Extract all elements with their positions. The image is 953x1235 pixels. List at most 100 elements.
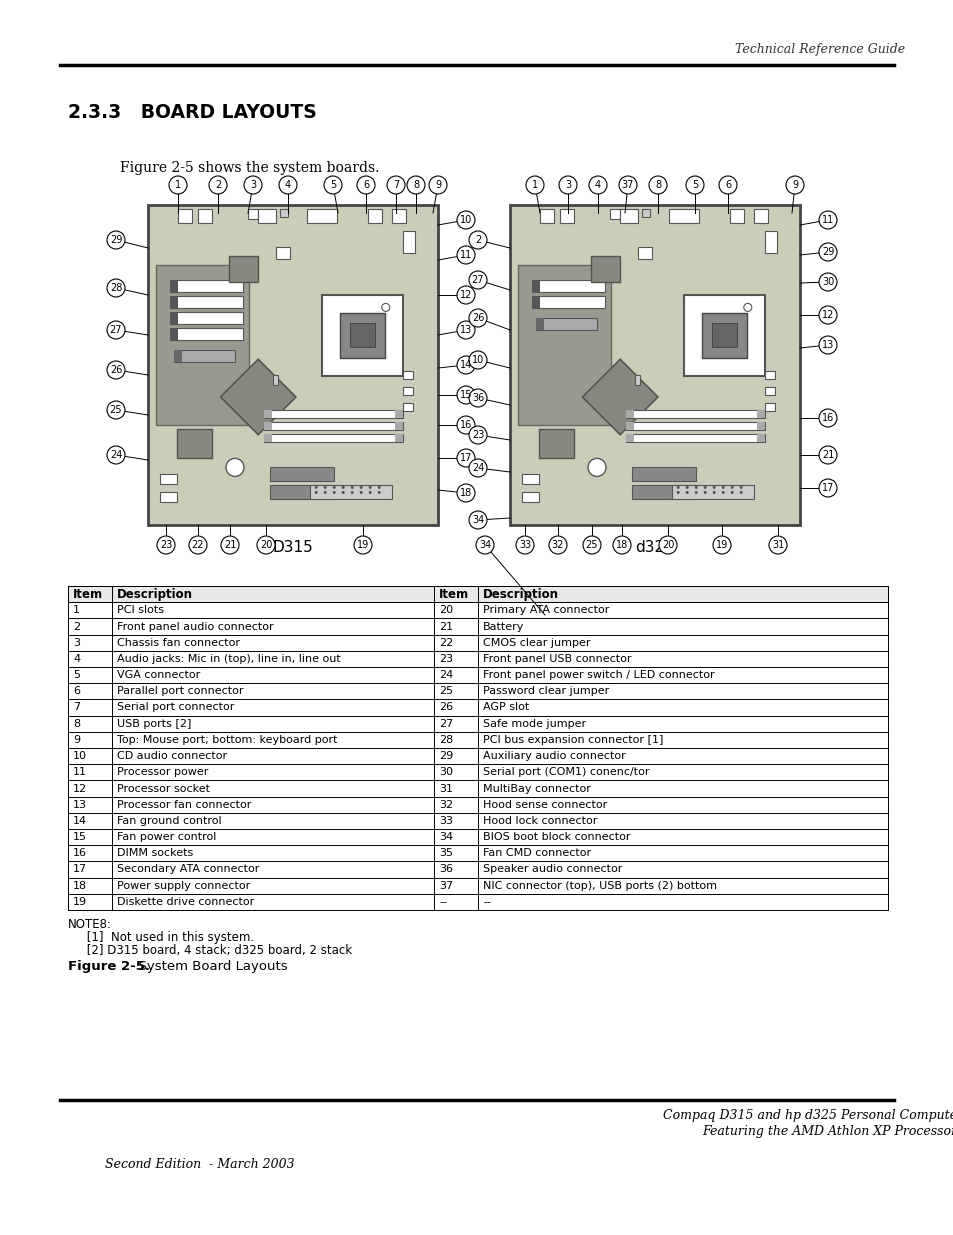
Text: 35: 35 <box>438 848 453 858</box>
Bar <box>625 433 764 442</box>
Circle shape <box>469 231 486 249</box>
Text: 3: 3 <box>73 637 80 647</box>
Text: 22: 22 <box>192 540 204 550</box>
Text: 24: 24 <box>438 671 453 680</box>
Circle shape <box>818 336 836 354</box>
Circle shape <box>818 273 836 291</box>
Bar <box>764 388 775 395</box>
Text: Item: Item <box>438 588 469 600</box>
Text: Auxiliary audio connector: Auxiliary audio connector <box>482 751 625 761</box>
Bar <box>753 209 767 224</box>
Text: Speaker audio connector: Speaker audio connector <box>482 864 621 874</box>
Text: [2] D315 board, 4 stack; d325 board, 2 stack: [2] D315 board, 4 stack; d325 board, 2 s… <box>68 944 352 957</box>
Circle shape <box>720 490 724 494</box>
Text: 19: 19 <box>715 540 727 550</box>
Circle shape <box>587 458 605 477</box>
Circle shape <box>720 485 724 489</box>
Text: Second Edition  - March 2003: Second Edition - March 2003 <box>105 1158 294 1172</box>
Text: 34: 34 <box>438 832 453 842</box>
Bar <box>229 256 258 282</box>
Bar <box>591 256 619 282</box>
Bar <box>625 422 634 430</box>
Text: --: -- <box>438 897 447 906</box>
Circle shape <box>377 485 380 489</box>
Text: 9: 9 <box>73 735 80 745</box>
Bar <box>517 266 610 425</box>
Text: CMOS clear jumper: CMOS clear jumper <box>482 637 590 647</box>
Circle shape <box>469 389 486 408</box>
Bar <box>173 350 182 362</box>
Circle shape <box>818 446 836 464</box>
Text: 20: 20 <box>438 605 453 615</box>
Circle shape <box>107 361 125 379</box>
Circle shape <box>548 536 566 555</box>
Text: 16: 16 <box>459 420 472 430</box>
Circle shape <box>582 536 600 555</box>
Text: Password clear jumper: Password clear jumper <box>482 687 609 697</box>
Circle shape <box>818 479 836 496</box>
Text: d325: d325 <box>635 540 674 555</box>
Text: 19: 19 <box>356 540 369 550</box>
Circle shape <box>743 304 751 311</box>
Text: 28: 28 <box>438 735 453 745</box>
Text: 24: 24 <box>110 450 122 459</box>
Circle shape <box>739 485 742 489</box>
Circle shape <box>107 231 125 249</box>
Bar <box>521 492 538 501</box>
Bar <box>532 296 539 308</box>
Circle shape <box>659 536 677 555</box>
Circle shape <box>676 490 679 494</box>
Bar <box>539 209 554 224</box>
Text: 29: 29 <box>821 247 833 257</box>
Circle shape <box>359 485 362 489</box>
Circle shape <box>226 458 244 477</box>
Text: 6: 6 <box>724 180 730 190</box>
Text: Chassis fan connector: Chassis fan connector <box>117 637 240 647</box>
Text: 11: 11 <box>821 215 833 225</box>
Text: [1]  Not used in this system.: [1] Not used in this system. <box>68 931 253 944</box>
Text: PCI slots: PCI slots <box>117 605 164 615</box>
Circle shape <box>456 321 475 338</box>
Text: 37: 37 <box>438 881 453 890</box>
Circle shape <box>694 490 697 494</box>
Bar <box>521 474 538 484</box>
Text: 25: 25 <box>438 687 453 697</box>
Circle shape <box>278 177 296 194</box>
Text: Item: Item <box>73 588 103 600</box>
Text: Hood lock connector: Hood lock connector <box>482 816 597 826</box>
Circle shape <box>516 536 534 555</box>
Circle shape <box>169 177 187 194</box>
Circle shape <box>685 490 688 494</box>
Text: Audio jacks: Mic in (top), line in, line out: Audio jacks: Mic in (top), line in, line… <box>117 653 340 664</box>
Text: Processor fan connector: Processor fan connector <box>117 800 251 810</box>
Text: 34: 34 <box>478 540 491 550</box>
Text: 17: 17 <box>821 483 833 493</box>
Text: 20: 20 <box>259 540 272 550</box>
Circle shape <box>588 177 606 194</box>
Circle shape <box>333 490 335 494</box>
Bar <box>395 422 403 430</box>
Text: 2.3.3   BOARD LAYOUTS: 2.3.3 BOARD LAYOUTS <box>68 103 316 121</box>
Text: 21: 21 <box>224 540 236 550</box>
Circle shape <box>476 536 494 555</box>
Text: Figure 2-5.: Figure 2-5. <box>68 960 150 973</box>
Text: Fan ground control: Fan ground control <box>117 816 221 826</box>
Text: 27: 27 <box>471 275 484 285</box>
Text: 20: 20 <box>661 540 674 550</box>
Text: 9: 9 <box>791 180 798 190</box>
Text: 12: 12 <box>73 783 87 794</box>
Text: CD audio connector: CD audio connector <box>117 751 227 761</box>
Circle shape <box>323 490 326 494</box>
Text: 15: 15 <box>73 832 87 842</box>
Circle shape <box>244 177 262 194</box>
Text: Description: Description <box>482 588 558 600</box>
Text: 29: 29 <box>110 235 122 245</box>
Text: 21: 21 <box>438 621 453 631</box>
Text: 12: 12 <box>459 290 472 300</box>
Text: 27: 27 <box>110 325 122 335</box>
Text: 25: 25 <box>585 540 598 550</box>
Circle shape <box>387 177 405 194</box>
Bar <box>264 410 272 417</box>
Circle shape <box>456 246 475 264</box>
Circle shape <box>157 536 174 555</box>
